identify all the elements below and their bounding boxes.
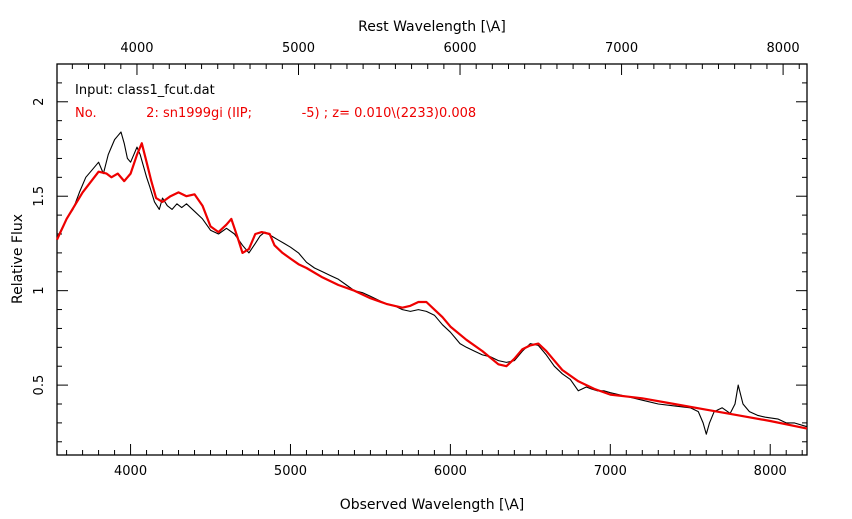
axis-ticks [57,63,807,455]
top-x-tick-label: 5000 [282,41,315,56]
series-lines [56,131,808,435]
top-x-tick-label: 7000 [605,41,638,56]
top-x-tick-label: 4000 [120,41,153,56]
y-axis-label: Relative Flux [10,214,26,304]
x-tick-label: 7000 [594,464,627,479]
plot-frame [56,63,808,456]
x-axis-label: Observed Wavelength [\A] [340,497,525,513]
top-axis-label: Rest Wavelength [\A] [358,19,506,35]
tick-labels: 4000 5000 6000 7000 8000 4000 5000 6000 7000 8000… [32,41,800,479]
top-x-tick-label: 6000 [443,41,476,56]
x-tick-label: 4000 [114,464,147,479]
input-file-annotation: Input: class1_fcut.dat [75,83,215,98]
y-tick-label: 1 [32,287,47,295]
y-tick-label: 2 [32,98,47,106]
observed-spectrum-line [56,131,808,435]
template-match-annotation: No. 2: sn1999gi (IIP; -5) ; z= 0.010\(22… [75,106,476,121]
y-tick-label: 1.5 [32,186,47,207]
x-tick-label: 5000 [274,464,307,479]
x-tick-label: 6000 [434,464,467,479]
template-spectrum-line [56,142,808,430]
top-x-tick-label: 8000 [767,41,800,56]
y-tick-label: 0.5 [32,375,47,396]
x-tick-label: 8000 [754,464,787,479]
